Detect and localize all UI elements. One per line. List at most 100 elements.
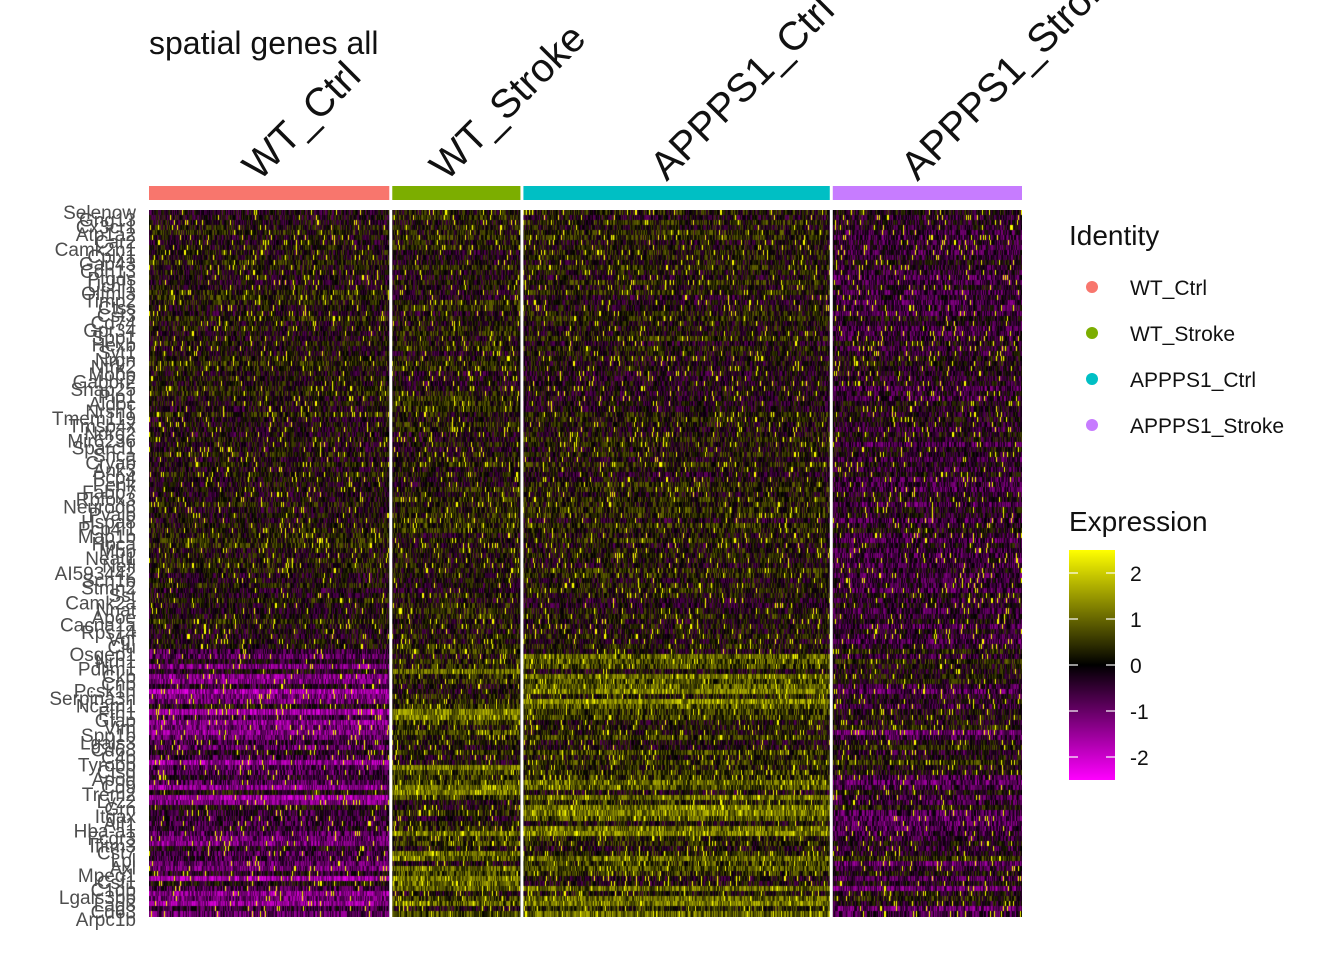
scale-label: -2 [1130, 747, 1149, 770]
scale-label: 0 [1130, 655, 1142, 678]
gene-label: Sst [109, 586, 137, 607]
gene-label: Tmem119 [52, 409, 136, 430]
gene-label: Sparcl1 [72, 439, 136, 460]
gene-label: Apoe [92, 608, 136, 629]
legend-label: WT_Stroke [1130, 323, 1235, 346]
gene-label: Cdh13 [80, 262, 136, 283]
gene-label: C1qb [91, 881, 136, 902]
gene-label: Mpeg1 [78, 866, 136, 887]
gene-label: Lag3 [94, 895, 136, 916]
gene-label: Lyz2 [97, 792, 136, 813]
gene-label: Fabp7 [82, 483, 136, 504]
gene-label: Cnp [101, 674, 136, 695]
group-label: WT_Stroke [422, 16, 595, 189]
gene-label: Penk [93, 475, 137, 496]
gene-label: Olfml3 [81, 284, 136, 305]
gene-label: Csf1 [97, 873, 136, 894]
legend-key [1086, 419, 1098, 431]
gene-label: Hpca [92, 534, 137, 555]
gene-label: Snap25 [70, 380, 136, 401]
gene-label: Pcsk1n [74, 682, 136, 703]
gene-label: Ntrk2 [91, 358, 136, 379]
gene-label: Nnat [96, 601, 137, 622]
gene-label: Cst7 [97, 844, 136, 865]
gene-label: Scn1b [82, 571, 136, 592]
gene-label: Cacna1a [60, 615, 136, 636]
gene-label: Tmsb4x [68, 417, 136, 438]
heatmap-body [149, 210, 1022, 917]
gene-label: Mir6236 [67, 431, 136, 452]
gene-label: Ifitm3 [90, 836, 136, 857]
gene-label: Spp1b [81, 726, 136, 747]
gene-label: Cd74 [91, 313, 137, 334]
gene-label: Ank3 [93, 461, 136, 482]
expression-legend-title: Expression [1069, 506, 1208, 537]
gene-label: Itgax [95, 807, 137, 828]
gene-label: Camk2a [65, 593, 136, 614]
legend-label: APPPS1_Stroke [1130, 415, 1284, 438]
gene-label: Gap43 [79, 255, 136, 276]
gene-label: Plp1 [98, 387, 136, 408]
gene-label: AI593442 [55, 564, 136, 585]
gene-label: Cd9 [101, 777, 136, 798]
gene-label: Apod [92, 770, 136, 791]
gene-label: Car2 [95, 232, 136, 253]
gene-label: Pdlim1 [78, 660, 136, 681]
group-bar-appps1-stroke [832, 186, 1022, 200]
group-bar-appps1-ctrl [523, 186, 830, 200]
gene-label: Neat1 [85, 549, 136, 570]
gene-label: Serpina3n [49, 689, 136, 710]
scale-label: -1 [1130, 701, 1149, 724]
gene-label: Ncam1 [76, 696, 136, 717]
group-bar-wt-stroke [392, 186, 521, 200]
gene-label: Vgf [107, 630, 136, 651]
legend-key [1086, 281, 1098, 293]
gene-label: Selenow [63, 203, 136, 224]
gene-label: Rps14 [81, 623, 136, 644]
gene-label: Hexb [92, 336, 136, 357]
gene-label: Map1b [78, 527, 136, 548]
gene-label: Pcp4 [93, 468, 137, 489]
gene-label: Cryab [85, 453, 136, 474]
gene-label: Gpr34 [83, 321, 136, 342]
gene-label: Ndrg2 [84, 424, 136, 445]
legend-key [1086, 373, 1098, 385]
gene-label: Gfap [95, 711, 136, 732]
gene-label: Ckb [102, 667, 136, 688]
gene-label: Mobp [88, 365, 136, 386]
legend-label: APPPS1_Ctrl [1130, 369, 1256, 392]
gene-label: Hba-a1 [74, 822, 136, 843]
gene-label: Stmn2 [81, 579, 136, 600]
gene-label: Camk2n1 [55, 240, 136, 261]
scale-label: 1 [1130, 609, 1142, 632]
group-label: APPPS1_Stroke [893, 0, 1132, 188]
gene-label: Uchl1 [87, 277, 136, 298]
gene-label: Gng13 [79, 210, 136, 231]
group-label: APPPS1_Ctrl [642, 0, 843, 188]
gene-label: Ptgds [87, 269, 136, 290]
gene-label: Rbfox3 [76, 490, 136, 511]
gene-label: Fth1 [98, 704, 136, 725]
identity-legend: Identity WT_Ctrl WT_Stroke APPPS1_Ctrl APPP… [1069, 220, 1284, 438]
identity-legend-title: Identity [1069, 220, 1159, 251]
gene-label: Syt1 [98, 343, 136, 364]
heatmap-cells [149, 210, 1022, 917]
gene-label: Neurod6 [63, 498, 136, 519]
scale-label: 2 [1130, 563, 1142, 586]
gene-label: Pvalb [88, 505, 136, 526]
group-bar-wt-ctrl [149, 186, 390, 200]
legend-key [1086, 327, 1098, 339]
gene-label: Timp2 [84, 291, 136, 312]
gene-label: Hspa8 [81, 512, 136, 533]
gene-label: Cplx1 [87, 247, 136, 268]
gene-label: Trem2 [82, 785, 136, 806]
gene-label: Mbp [99, 542, 136, 563]
gene-label: Nefl [102, 557, 136, 578]
gene-label: Lgals3bp [59, 888, 136, 909]
gene-label: C4b [101, 748, 136, 769]
chart-title: spatial genes all [149, 25, 378, 61]
expression-legend: Expression 2 1 0 -1 -2 [1069, 506, 1208, 780]
gene-label: Aldoc [88, 394, 136, 415]
gene-label: Nrn1 [95, 652, 136, 673]
